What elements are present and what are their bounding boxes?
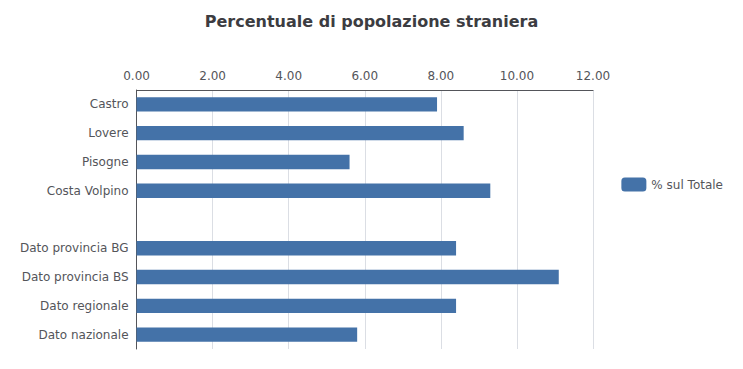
- svg-text:6.00: 6.00: [351, 69, 378, 83]
- svg-text:Costa Volpino: Costa Volpino: [47, 184, 129, 198]
- svg-text:0.00: 0.00: [123, 69, 150, 83]
- svg-text:8.00: 8.00: [427, 69, 454, 83]
- svg-text:2.00: 2.00: [199, 69, 226, 83]
- svg-text:Percentuale di popolazione str: Percentuale di popolazione straniera: [205, 12, 539, 31]
- svg-text:Lovere: Lovere: [88, 126, 128, 140]
- svg-text:Castro: Castro: [90, 97, 129, 111]
- svg-text:Dato regionale: Dato regionale: [40, 299, 128, 313]
- svg-text:12.00: 12.00: [576, 69, 610, 83]
- svg-text:Pisogne: Pisogne: [82, 155, 129, 169]
- svg-text:4.00: 4.00: [275, 69, 302, 83]
- svg-text:Dato provincia BG: Dato provincia BG: [20, 241, 129, 255]
- svg-text:10.00: 10.00: [500, 69, 534, 83]
- svg-text:Dato nazionale: Dato nazionale: [38, 328, 128, 342]
- svg-text:Dato provincia BS: Dato provincia BS: [22, 270, 129, 284]
- svg-text:% sul Totale: % sul Totale: [651, 178, 723, 192]
